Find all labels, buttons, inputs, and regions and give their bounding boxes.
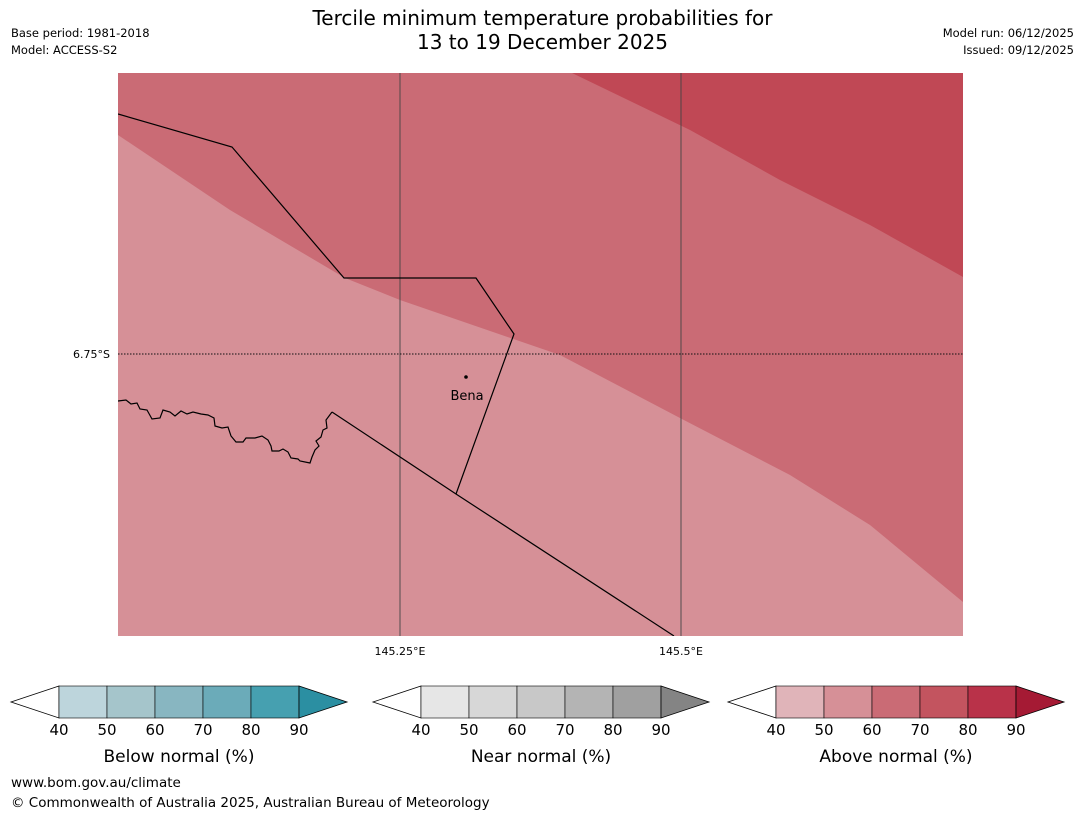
cbar-above-segment <box>823 685 873 719</box>
footer-copyright: © Commonwealth of Australia 2025, Austra… <box>11 795 490 811</box>
colorbar-near-normal: 40 50 60 70 80 90 Near normal (%) <box>371 685 711 767</box>
base-period: Base period: 1981-2018 <box>11 26 150 40</box>
cbar-near-tick: 70 <box>555 721 574 739</box>
province-boundary <box>118 113 515 495</box>
cbar-below-high-extend <box>298 685 349 719</box>
river-boundary <box>118 399 333 464</box>
issued-date: Issued: 09/12/2025 <box>963 43 1074 57</box>
cbar-above-high-extend <box>1015 685 1066 719</box>
title-line-2: 13 to 19 December 2025 <box>416 30 668 54</box>
cbar-below-segment <box>202 685 252 719</box>
map-area[interactable]: Bena <box>118 73 963 636</box>
meta-right: Model run: 06/12/2025 Issued: 09/12/2025 <box>943 25 1074 59</box>
cbar-below-low-extend <box>9 685 60 719</box>
cbar-below-tick: 40 <box>49 721 68 739</box>
cbar-above-segment <box>919 685 969 719</box>
model-run: Model run: 06/12/2025 <box>942 26 1074 40</box>
colorbar-below-normal: 40 50 60 70 80 90 Below normal (%) <box>9 685 349 767</box>
cbar-below-segment <box>106 685 156 719</box>
cbar-above-tick: 40 <box>766 721 785 739</box>
cbar-above-tick: 70 <box>910 721 929 739</box>
cbar-above-tick: 80 <box>958 721 977 739</box>
cbar-near-tick: 80 <box>603 721 622 739</box>
cbar-near-segment <box>420 685 470 719</box>
cbar-above-tick: 60 <box>862 721 881 739</box>
lat-label: 6.75°S <box>73 348 110 361</box>
town-label-bena: Bena <box>450 389 483 404</box>
cbar-below-segment <box>154 685 204 719</box>
cbar-above-label: Above normal (%) <box>819 747 972 767</box>
cbar-above-tick: 90 <box>1006 721 1025 739</box>
cbar-above-segment <box>871 685 921 719</box>
map-title: Tercile minimum temperature probabilitie… <box>0 6 1085 54</box>
colorbar-above-normal: 40 50 60 70 80 90 Above normal (%) <box>726 685 1066 767</box>
province-boundary-south <box>331 411 675 636</box>
cbar-above-segment <box>967 685 1017 719</box>
cbar-below-tick: 80 <box>241 721 260 739</box>
cbar-near-segment <box>564 685 614 719</box>
cbar-near-low-extend <box>371 685 422 719</box>
footer-website[interactable]: www.bom.gov.au/climate <box>11 775 181 791</box>
cbar-near-tick: 90 <box>651 721 670 739</box>
cbar-near-high-extend <box>660 685 711 719</box>
cbar-near-tick: 50 <box>459 721 478 739</box>
cbar-near-segment <box>516 685 566 719</box>
model-name: Model: ACCESS-S2 <box>11 43 118 57</box>
cbar-above-segment <box>775 685 825 719</box>
cbar-below-tick: 90 <box>289 721 308 739</box>
title-line-1: Tercile minimum temperature probabilitie… <box>312 6 773 30</box>
cbar-below-label: Below normal (%) <box>104 747 255 767</box>
cbar-near-tick: 60 <box>507 721 526 739</box>
meta-left: Base period: 1981-2018 Model: ACCESS-S2 <box>11 25 150 59</box>
cbar-near-segment <box>468 685 518 719</box>
cbar-near-segment <box>612 685 662 719</box>
cbar-below-segment <box>58 685 108 719</box>
cbar-below-segment <box>250 685 300 719</box>
cbar-above-tick: 50 <box>814 721 833 739</box>
zone-above-normal-60-70 <box>118 73 963 602</box>
cbar-below-tick: 70 <box>193 721 212 739</box>
lon-label-1: 145.25°E <box>375 645 426 658</box>
cbar-below-tick: 60 <box>145 721 164 739</box>
zone-above-normal-70-80 <box>572 73 963 277</box>
cbar-near-label: Near normal (%) <box>471 747 611 767</box>
cbar-below-tick: 50 <box>97 721 116 739</box>
town-marker-bena[interactable] <box>464 375 468 379</box>
lon-label-2: 145.5°E <box>659 645 703 658</box>
cbar-above-low-extend <box>726 685 777 719</box>
cbar-near-tick: 40 <box>411 721 430 739</box>
